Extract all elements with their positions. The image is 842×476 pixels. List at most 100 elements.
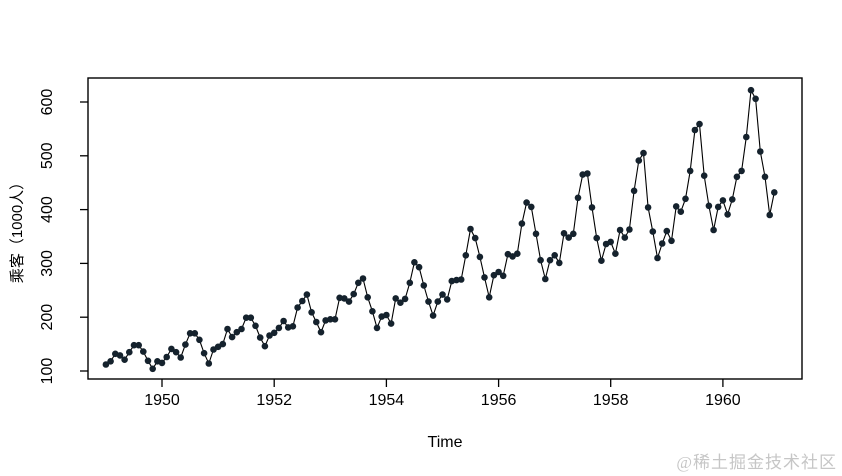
data-point — [495, 268, 502, 276]
data-point — [238, 325, 245, 333]
data-point — [710, 226, 717, 234]
data-point — [766, 211, 773, 219]
data-point — [397, 299, 404, 307]
data-point — [126, 348, 133, 356]
data-point — [649, 228, 657, 235]
data-point — [355, 279, 362, 287]
data-point — [696, 120, 703, 128]
data-point — [439, 291, 446, 298]
data-point — [247, 314, 255, 322]
data-point — [523, 199, 530, 206]
data-point — [593, 234, 600, 242]
data-point — [490, 271, 498, 279]
data-point — [177, 354, 184, 361]
data-point — [682, 195, 689, 203]
data-point — [158, 359, 166, 367]
y-tick-label: 300 — [39, 250, 56, 277]
data-point — [514, 250, 521, 257]
y-tick-label: 600 — [39, 89, 56, 116]
data-point — [565, 234, 572, 241]
data-point — [551, 252, 558, 259]
data-point — [261, 342, 269, 350]
data-point — [658, 240, 666, 247]
y-axis-title: 乘客（1000人） — [9, 175, 26, 283]
data-point — [471, 234, 479, 242]
series-line — [105, 88, 775, 370]
data-point — [102, 361, 110, 368]
data-point — [761, 173, 769, 181]
data-point — [630, 187, 638, 195]
data-point — [308, 309, 315, 316]
y-tick-label: 500 — [39, 142, 56, 169]
data-point — [130, 341, 138, 349]
data-point — [228, 333, 236, 341]
data-point — [233, 328, 241, 336]
data-point — [345, 298, 353, 305]
data-point — [729, 196, 736, 203]
data-point — [406, 279, 414, 287]
data-point — [383, 311, 390, 319]
data-point — [196, 336, 203, 344]
x-tick-label: 1954 — [369, 392, 405, 409]
data-point — [168, 345, 175, 353]
watermark: @稀土掘金技术社区 — [676, 453, 837, 472]
y-tick-label: 400 — [39, 196, 56, 223]
data-point — [607, 238, 614, 246]
data-point — [200, 349, 208, 357]
data-point — [144, 357, 152, 365]
data-point — [317, 328, 325, 336]
data-point — [654, 254, 661, 262]
data-point — [635, 157, 643, 164]
data-point — [724, 211, 731, 218]
data-point — [401, 295, 409, 303]
data-point — [663, 227, 671, 235]
data-point — [219, 340, 227, 348]
data-point — [771, 189, 778, 196]
data-point — [518, 220, 526, 227]
y-tick-label: 200 — [39, 304, 56, 331]
data-point — [467, 225, 474, 233]
data-point — [584, 170, 591, 177]
data-point — [733, 173, 741, 181]
data-point — [612, 250, 619, 257]
data-point — [542, 275, 549, 283]
data-point — [462, 252, 470, 259]
data-point — [186, 330, 194, 337]
data-point — [476, 253, 484, 261]
data-point — [341, 295, 348, 302]
data-point — [626, 226, 633, 233]
data-point — [313, 318, 320, 326]
data-point — [499, 272, 507, 280]
data-point — [532, 230, 540, 238]
data-point — [327, 316, 334, 323]
data-point — [364, 294, 372, 301]
data-point — [116, 352, 124, 359]
data-point — [275, 324, 283, 332]
data-point — [719, 197, 727, 204]
data-point — [420, 282, 428, 289]
data-point — [528, 203, 535, 211]
data-point — [700, 172, 708, 179]
data-point — [714, 203, 722, 211]
data-point — [546, 256, 554, 264]
data-point — [588, 204, 596, 211]
data-point — [747, 86, 755, 94]
data-point — [598, 257, 605, 265]
data-point — [415, 263, 423, 271]
data-point — [644, 204, 652, 211]
data-point — [434, 298, 442, 305]
data-point — [668, 237, 675, 245]
data-point — [443, 296, 451, 303]
data-point — [299, 297, 306, 305]
data-point — [425, 298, 432, 305]
data-point — [738, 167, 745, 175]
data-point — [135, 341, 142, 349]
data-point — [331, 316, 339, 323]
data-point — [570, 230, 577, 238]
data-point — [411, 259, 418, 266]
data-point — [256, 334, 264, 341]
data-point — [621, 234, 629, 241]
data-point — [574, 194, 582, 202]
